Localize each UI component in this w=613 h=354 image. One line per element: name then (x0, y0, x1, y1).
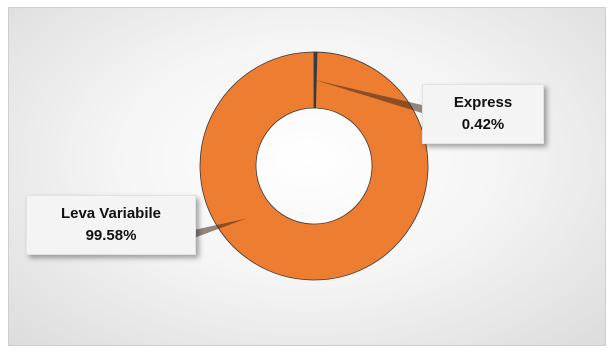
leader-line-express (315, 80, 422, 113)
data-label-leva-variabile: Leva Variabile 99.58% (26, 195, 196, 255)
donut-slices (199, 51, 429, 281)
data-label-express-name: Express (453, 94, 513, 111)
data-label-leva-value: 99.58% (85, 227, 137, 244)
leader-lines (194, 80, 422, 238)
leader-line-leva-variabile (194, 218, 246, 238)
data-label-express-value: 0.42% (461, 116, 505, 133)
data-label-express: Express 0.42% (422, 84, 544, 144)
slice-leva-variabile (199, 51, 429, 281)
data-label-leva-name: Leva Variabile (60, 205, 162, 222)
